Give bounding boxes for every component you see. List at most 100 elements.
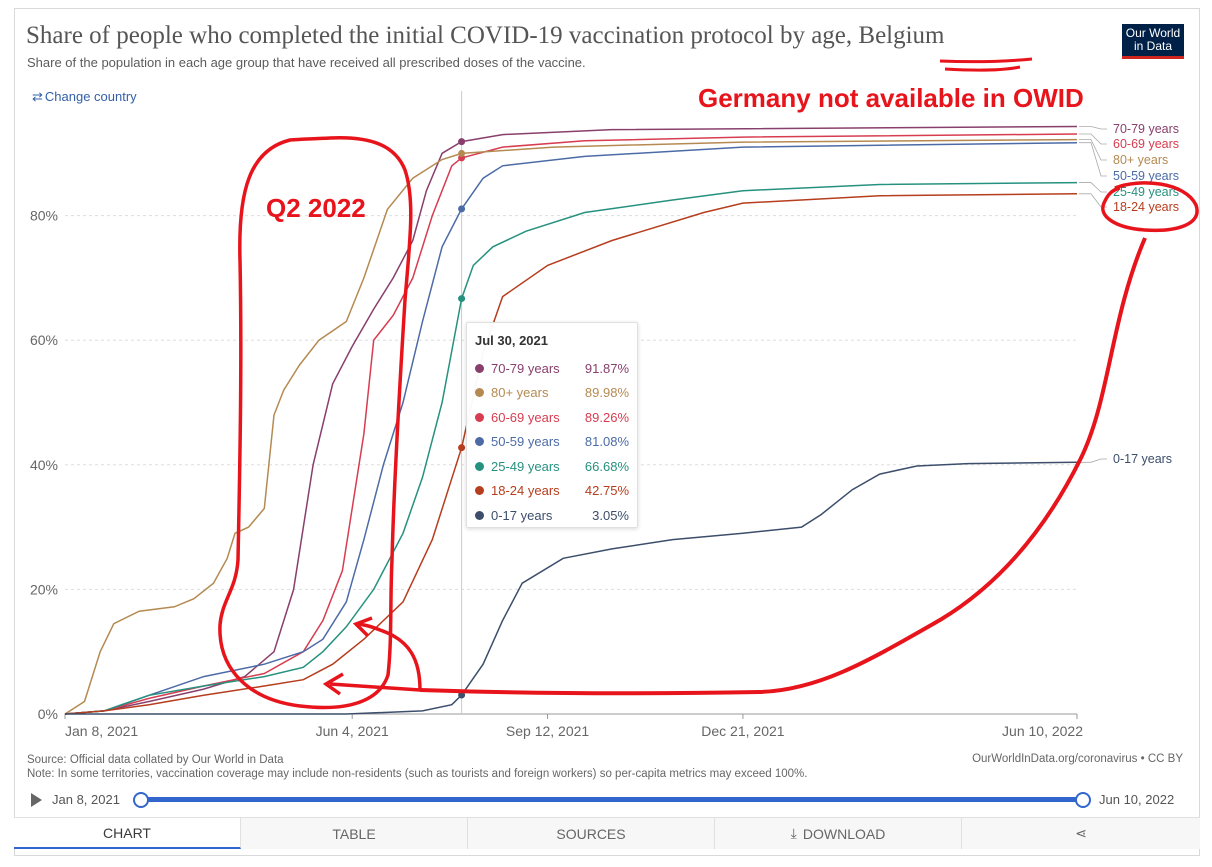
hover-tooltip: Jul 30, 2021 70-79 years 91.87% 80+ years…: [466, 322, 638, 528]
tab-sources[interactable]: SOURCES: [468, 818, 715, 849]
series-dot: [475, 363, 484, 373]
tab-sources-label: SOURCES: [556, 825, 626, 842]
hover-point: [458, 444, 466, 452]
series-name: 25-49 years: [491, 458, 560, 474]
series-dot: [475, 461, 484, 471]
owid-logo[interactable]: Our World in Data: [1122, 24, 1184, 59]
hover-point: [458, 149, 466, 157]
series-end-label: 18-24 years: [1113, 200, 1179, 214]
arrowhead-mark: [352, 616, 373, 638]
series-line: [64, 138, 1078, 715]
tooltip-row: 0-17 years 3.05%: [475, 503, 629, 528]
download-icon: ⤓: [790, 825, 797, 841]
timeline-start-label: Jan 8, 2021: [52, 792, 120, 807]
series-value: 91.87%: [584, 360, 629, 376]
x-tick-label: Sep 12, 2021: [506, 723, 590, 739]
series-line: [64, 141, 1078, 715]
x-tick-label: Jun 10, 2022: [1002, 723, 1083, 739]
source-note: Source: Official data collated by Our Wo…: [27, 753, 807, 781]
series-value: 66.68%: [584, 458, 629, 474]
label-connector: [1079, 182, 1107, 193]
tooltip-row: 60-69 years 89.26%: [475, 405, 629, 430]
series-value: 42.75%: [584, 483, 629, 499]
q2-label: Q2 2022: [266, 193, 366, 223]
hover-point: [458, 205, 466, 213]
tooltip-row: 80+ years 89.98%: [475, 381, 629, 406]
series-end-label: 50-59 years: [1113, 169, 1179, 183]
series-value: 3.05%: [592, 507, 629, 523]
tab-chart-label: CHART: [103, 824, 151, 841]
series-end-label: 60-69 years: [1113, 137, 1179, 151]
series-line: [65, 461, 1078, 715]
hover-point: [458, 295, 466, 303]
label-connector: [1079, 139, 1107, 161]
play-icon[interactable]: [31, 793, 42, 807]
label-connector: [1079, 133, 1107, 145]
y-tick-label: 60%: [30, 332, 58, 348]
change-country-label: Change country: [44, 89, 137, 104]
series-dot: [475, 388, 484, 398]
logo-line-1: Our World: [1125, 26, 1181, 40]
series-end-label: 25-49 years: [1113, 185, 1179, 199]
series-dot: [475, 437, 484, 447]
note-text: Note: In some territories, vaccination c…: [27, 768, 808, 780]
series-dot: [475, 486, 484, 496]
series-value: 81.08%: [584, 434, 629, 450]
series-dot: [475, 510, 484, 520]
series-dot: [475, 412, 484, 422]
series-value: 89.26%: [584, 409, 629, 425]
tab-download[interactable]: ⤓ DOWNLOAD: [715, 818, 962, 849]
tooltip-row: 18-24 years 42.75%: [475, 479, 629, 504]
series-end-label: 80+ years: [1113, 153, 1168, 167]
chart-title: Share of people who completed the initia…: [26, 22, 945, 49]
chart-subtitle: Share of the population in each age grou…: [27, 55, 586, 70]
tab-share[interactable]: ⋖: [962, 818, 1200, 849]
label-connector: [1079, 142, 1107, 177]
swap-icon: ⇄: [32, 89, 43, 104]
label-connector: [1079, 126, 1107, 130]
underline-mark: [939, 57, 1033, 64]
arrow-up-mark: [357, 622, 422, 691]
series-name: 60-69 years: [491, 409, 560, 425]
tooltip-row: 70-79 years 91.87%: [475, 356, 629, 381]
timeline-end-handle[interactable]: [1075, 792, 1091, 808]
series-name: 18-24 years: [491, 483, 560, 499]
logo-line-2: in Data: [1133, 39, 1173, 53]
arrowhead-mark: [322, 672, 344, 696]
source-text: Source: Official data collated by Our Wo…: [27, 754, 284, 766]
share-icon: ⋖: [1075, 825, 1087, 841]
series-line: [64, 181, 1078, 715]
underline-mark: [944, 65, 1021, 72]
tab-download-label: DOWNLOAD: [802, 825, 886, 842]
tab-table-label: TABLE: [332, 825, 376, 842]
series-name: 70-79 years: [491, 360, 560, 376]
change-country-button[interactable]: ⇄ Change country: [32, 89, 137, 105]
series-name: 50-59 years: [491, 434, 560, 450]
timeline-end-label: Jun 10, 2022: [1099, 792, 1175, 807]
hover-point: [458, 138, 466, 146]
germany-note: Germany not available in OWID: [698, 83, 1084, 113]
curve-arrow-mark: [419, 237, 1147, 696]
y-tick-label: 0%: [38, 706, 58, 722]
series-value: 89.98%: [584, 385, 629, 401]
arrow-left-mark: [329, 682, 421, 692]
y-tick-label: 40%: [30, 457, 58, 473]
tab-chart[interactable]: CHART: [14, 818, 241, 849]
x-tick-label: Jan 8, 2021: [65, 723, 138, 739]
timeline-track[interactable]: [140, 797, 1084, 802]
series-line: [64, 193, 1078, 715]
legend-circle-mark: [1101, 181, 1199, 233]
y-tick-label: 80%: [30, 208, 58, 224]
series-name: 0-17 years: [491, 507, 553, 523]
tab-table[interactable]: TABLE: [241, 818, 468, 849]
line-chart: 0% 20% 40% 60% 80% Jan 8, 2021 Jun 4, 2021 Sep …: [30, 57, 1199, 739]
tooltip-row: 50-59 years 81.08%: [475, 430, 629, 455]
timeline-start-handle[interactable]: [133, 792, 149, 808]
x-tick-label: Dec 21, 2021: [701, 723, 784, 739]
series-end-label: 0-17 years: [1113, 452, 1172, 466]
tooltip-rows: 70-79 years 91.87% 80+ years 89.98% 60-69 …: [475, 356, 629, 528]
y-tick-label: 20%: [30, 581, 58, 597]
tooltip-date: Jul 30, 2021: [475, 333, 548, 348]
credit-link[interactable]: OurWorldInData.org/coronavirus • CC BY: [972, 753, 1183, 765]
tab-bar: CHART TABLE SOURCES ⤓ DOWNLOAD ⋖: [14, 817, 1200, 849]
